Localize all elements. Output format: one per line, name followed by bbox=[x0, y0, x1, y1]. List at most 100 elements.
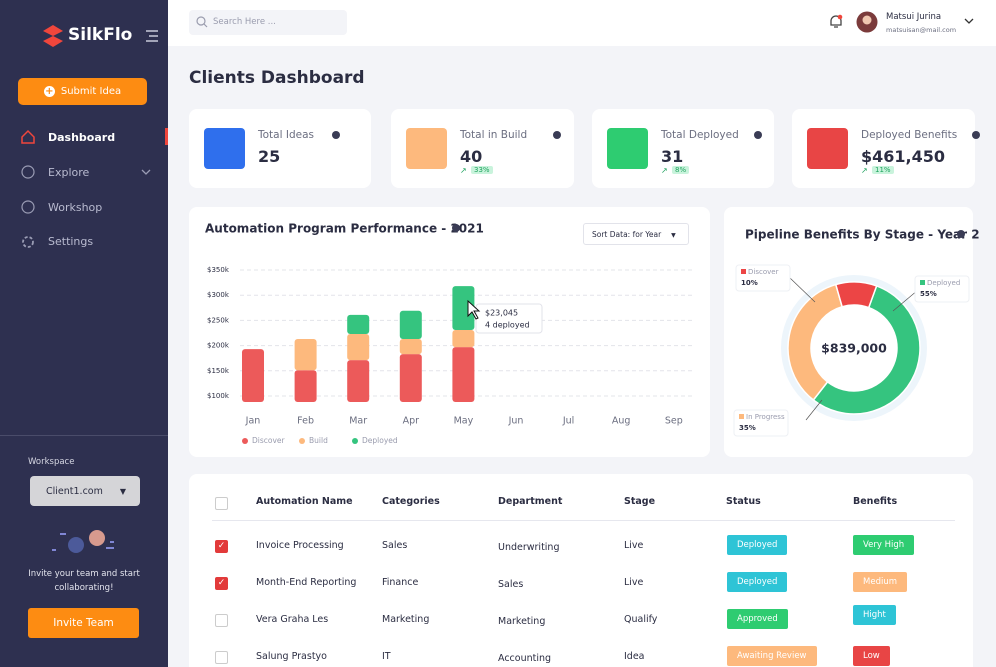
status-badge: Awaiting Review bbox=[727, 646, 817, 666]
nav-item[interactable]: Workshop bbox=[48, 201, 103, 214]
table-header: Categories bbox=[382, 496, 440, 507]
table-cell: Vera Graha Les bbox=[256, 614, 329, 625]
stat-icon bbox=[406, 128, 447, 169]
y-tick-label: $350k bbox=[207, 266, 230, 274]
status-badge: Approved bbox=[727, 609, 788, 629]
checkbox[interactable] bbox=[215, 651, 228, 664]
info-icon bbox=[452, 224, 460, 232]
header-rule bbox=[212, 520, 955, 521]
trend-arrow: ↗ bbox=[861, 166, 868, 175]
chevron[interactable] bbox=[964, 17, 974, 25]
table-cell: Live bbox=[624, 577, 644, 588]
bar-segment bbox=[347, 333, 370, 361]
x-tick-label: Mar bbox=[349, 416, 367, 427]
table-cell: Salung Prastyo bbox=[256, 651, 327, 662]
chart-title: Automation Program Performance - 2021 bbox=[205, 222, 484, 236]
donut-center: $839,000 bbox=[821, 341, 887, 356]
bar-segment bbox=[242, 349, 264, 402]
checkbox[interactable]: ✓ bbox=[215, 540, 228, 553]
bar-segment bbox=[347, 360, 370, 402]
performance-card bbox=[189, 207, 710, 457]
status-badge: Deployed bbox=[727, 535, 788, 555]
table-header: Automation Name bbox=[256, 496, 353, 507]
invite-button[interactable]: Invite Team bbox=[28, 608, 139, 638]
legend-label: Deployed bbox=[362, 436, 398, 445]
search[interactable]: Search Here ... bbox=[189, 10, 347, 35]
nav-item[interactable]: Explore bbox=[48, 166, 90, 179]
checkbox[interactable]: ✓ bbox=[215, 577, 228, 590]
bar-segment bbox=[294, 339, 317, 371]
bar-segment bbox=[347, 314, 370, 334]
slice-value: 55% bbox=[920, 290, 937, 298]
stat-icon bbox=[607, 128, 648, 169]
nav-item[interactable]: Settings bbox=[48, 235, 94, 248]
workspace-value: Client1.com bbox=[46, 485, 103, 497]
table-cell: IT bbox=[382, 651, 391, 662]
table-header: Department bbox=[498, 496, 563, 507]
leader-line bbox=[805, 399, 823, 421]
sort-label: Sort Data: bbox=[592, 230, 631, 239]
search-placeholder: Search Here ... bbox=[213, 17, 276, 27]
x-tick-label: May bbox=[454, 416, 474, 427]
invite-text: collaborating! bbox=[54, 583, 114, 593]
x-tick-label: Apr bbox=[403, 416, 420, 427]
sidebar: SilkFlo + Submit Idea Dashboard Explore W… bbox=[0, 0, 168, 667]
workspace-select[interactable]: Client1.com ▼ bbox=[30, 476, 140, 506]
trend-arrow: ↗ bbox=[661, 166, 668, 175]
table-cell: Sales bbox=[382, 540, 408, 551]
sort-select[interactable]: Sort Data: for Year ▼ bbox=[583, 223, 689, 245]
info-icon bbox=[552, 131, 561, 139]
info-icon bbox=[957, 230, 965, 238]
user-name: Matsui Jurina bbox=[886, 12, 942, 22]
bar-segment bbox=[399, 339, 422, 355]
table-card bbox=[189, 474, 973, 667]
stat-icon bbox=[807, 128, 848, 169]
info-icon bbox=[972, 131, 981, 139]
leader-line bbox=[892, 289, 919, 312]
stat-value: $461,450 bbox=[861, 147, 946, 166]
bar-segment bbox=[294, 370, 317, 402]
chevron bbox=[141, 169, 151, 175]
table-cell: Invoice Processing bbox=[256, 540, 344, 551]
x-tick-label: Aug bbox=[612, 416, 631, 427]
label-dot bbox=[739, 414, 744, 419]
checkbox[interactable] bbox=[215, 614, 228, 627]
divider bbox=[0, 435, 168, 436]
y-tick-label: $150k bbox=[207, 367, 230, 375]
brand: SilkFlo bbox=[68, 25, 133, 45]
tooltip-value: $23,045 bbox=[485, 309, 518, 318]
status-badge: Deployed bbox=[727, 572, 788, 592]
stat-label: Total in Build bbox=[460, 129, 528, 141]
y-tick-label: $100k bbox=[207, 392, 230, 400]
stat-change: 8% bbox=[672, 166, 690, 174]
label-box bbox=[735, 264, 791, 292]
table-cell: Marketing bbox=[382, 614, 430, 625]
stat-label: Total Ideas bbox=[258, 129, 314, 141]
info-icon bbox=[753, 131, 762, 139]
nav-item[interactable]: Dashboard bbox=[48, 131, 116, 144]
slice-name: In Progress bbox=[746, 413, 785, 421]
label-box bbox=[914, 275, 970, 303]
bar-segment bbox=[399, 310, 422, 340]
stat-change: 33% bbox=[471, 166, 493, 174]
submit-button[interactable]: + Submit Idea bbox=[18, 78, 147, 105]
active-indicator bbox=[165, 128, 168, 145]
legend-label: Discover bbox=[252, 436, 286, 445]
stat-icon bbox=[204, 128, 245, 169]
legend-dot bbox=[299, 438, 305, 444]
bar-segment bbox=[452, 329, 475, 348]
table-cell: Marketing bbox=[498, 616, 546, 627]
slice-value: 35% bbox=[739, 424, 756, 432]
nav-icons bbox=[21, 129, 35, 248]
table-cell: Accounting bbox=[498, 653, 552, 664]
bell[interactable] bbox=[828, 14, 844, 30]
label-dot bbox=[920, 280, 925, 285]
bar-segment bbox=[452, 286, 475, 330]
table-header: Stage bbox=[624, 496, 656, 507]
benefit-badge: Low bbox=[853, 646, 890, 666]
legend-dot bbox=[352, 438, 358, 444]
cursor bbox=[467, 299, 481, 320]
stat-label: Total Deployed bbox=[661, 129, 739, 141]
table-cell: Month-End Reporting bbox=[256, 577, 357, 588]
stat-label: Deployed Benefits bbox=[861, 129, 958, 141]
